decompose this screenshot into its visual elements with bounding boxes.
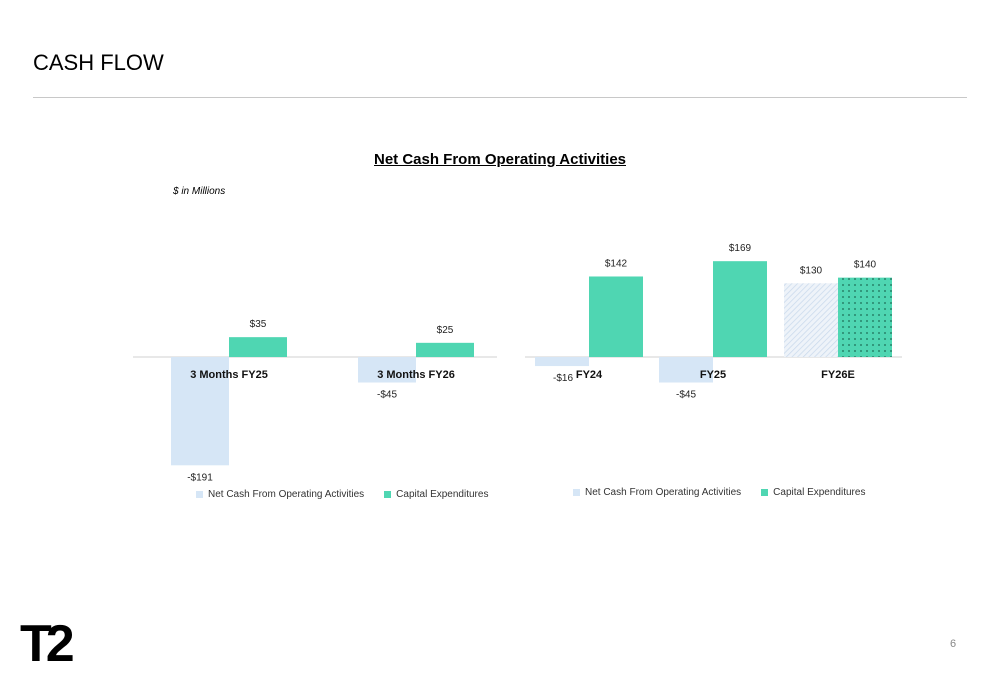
bar-operating-3-months-fy26 bbox=[358, 357, 416, 383]
legend-label-capex: Capital Expenditures bbox=[396, 489, 489, 500]
bar-capex-fy25 bbox=[713, 261, 767, 357]
legend-item-capex: Capital Expenditures bbox=[384, 489, 488, 500]
legend-item-operating: Net Cash From Operating Activities bbox=[196, 489, 364, 500]
data-label-capex-fy24: $142 bbox=[605, 258, 628, 269]
bar-operating-3-months-fy25 bbox=[171, 357, 229, 466]
legend-right: Net Cash From Operating Activities Capit… bbox=[573, 487, 865, 498]
company-logo: T2 bbox=[20, 615, 75, 673]
bar-capex-3-months-fy26 bbox=[416, 342, 474, 357]
bar-capex-fy26e bbox=[838, 277, 892, 357]
legend-item-capex: Capital Expenditures bbox=[761, 487, 865, 498]
category-label-3-months-fy26: 3 Months FY26 bbox=[377, 369, 455, 381]
data-label-operating-3-months-fy26: -$45 bbox=[377, 390, 397, 401]
bar-capex-fy24 bbox=[589, 276, 643, 357]
bar-operating-fy25 bbox=[659, 357, 713, 383]
bar-capex-3-months-fy25 bbox=[229, 337, 287, 357]
legend-item-operating: Net Cash From Operating Activities bbox=[573, 487, 741, 498]
data-label-operating-fy25: -$45 bbox=[676, 390, 696, 401]
page-title: CASH FLOW bbox=[33, 50, 164, 75]
category-label-3-months-fy25: 3 Months FY25 bbox=[190, 369, 268, 381]
legend-left: Net Cash From Operating Activities Capit… bbox=[196, 489, 488, 500]
legend-swatch-capex bbox=[761, 489, 769, 496]
legend-label-operating: Net Cash From Operating Activities bbox=[585, 487, 742, 498]
title-divider bbox=[33, 97, 967, 98]
chart-title: Net Cash From Operating Activities bbox=[374, 151, 626, 168]
data-label-operating-fy26e: $130 bbox=[800, 265, 823, 276]
legend-swatch-operating bbox=[196, 491, 203, 498]
category-label-fy24: FY24 bbox=[576, 369, 603, 381]
legend-swatch-operating bbox=[573, 489, 580, 496]
category-label-fy26e: FY26E bbox=[821, 369, 855, 381]
data-label-capex-3-months-fy25: $35 bbox=[250, 319, 267, 330]
page-number: 6 bbox=[950, 638, 957, 650]
data-label-capex-fy25: $169 bbox=[729, 243, 752, 254]
data-label-capex-3-months-fy26: $25 bbox=[437, 325, 454, 336]
units-note: $ in Millions bbox=[173, 186, 226, 197]
bar-operating-fy26e bbox=[784, 283, 838, 357]
legend-label-operating: Net Cash From Operating Activities bbox=[208, 489, 365, 500]
data-label-operating-fy24: -$16 bbox=[553, 373, 573, 384]
data-label-capex-fy26e: $140 bbox=[854, 260, 877, 271]
bar-operating-fy24 bbox=[535, 357, 589, 367]
category-label-fy25: FY25 bbox=[700, 369, 726, 381]
legend-label-capex: Capital Expenditures bbox=[773, 487, 866, 498]
data-label-operating-3-months-fy25: -$191 bbox=[187, 472, 213, 483]
legend-swatch-capex bbox=[384, 491, 392, 498]
